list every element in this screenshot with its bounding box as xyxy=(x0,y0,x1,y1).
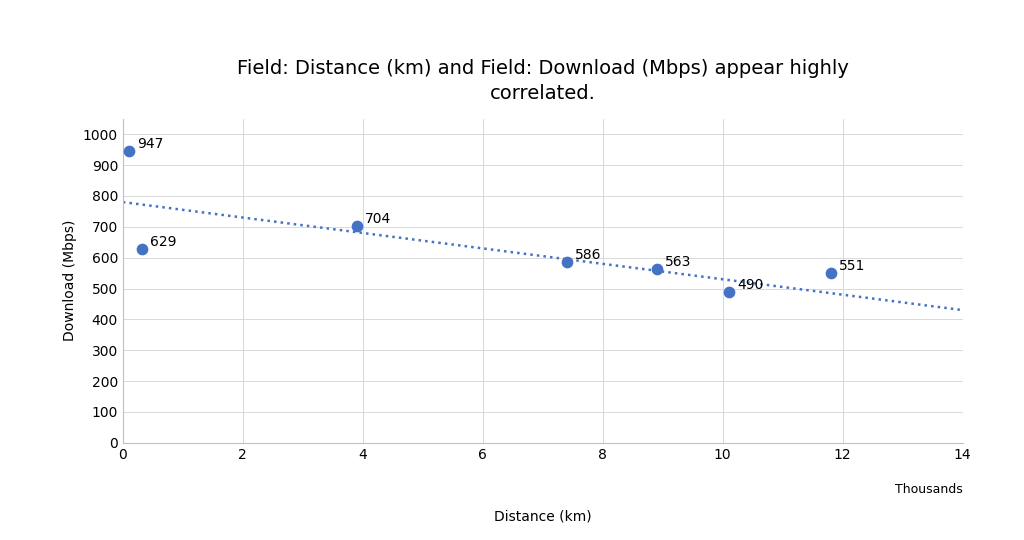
Title: Field: Distance (km) and Field: Download (Mbps) appear highly
correlated.: Field: Distance (km) and Field: Download… xyxy=(237,59,849,103)
Text: Distance (km): Distance (km) xyxy=(494,510,592,524)
Text: Thousands: Thousands xyxy=(895,483,963,496)
Point xyxy=(648,265,665,273)
Text: 947: 947 xyxy=(137,137,164,151)
Text: 551: 551 xyxy=(839,259,865,273)
Text: 490: 490 xyxy=(737,278,763,292)
Point xyxy=(721,287,737,296)
Text: 586: 586 xyxy=(575,248,601,262)
Point xyxy=(348,221,365,230)
Y-axis label: Download (Mbps): Download (Mbps) xyxy=(63,220,78,341)
Point xyxy=(121,146,137,155)
Point xyxy=(134,245,151,253)
Text: 704: 704 xyxy=(366,212,391,226)
Text: 563: 563 xyxy=(665,255,691,269)
Text: 629: 629 xyxy=(151,235,177,249)
Point xyxy=(822,268,839,277)
Point xyxy=(558,258,574,266)
